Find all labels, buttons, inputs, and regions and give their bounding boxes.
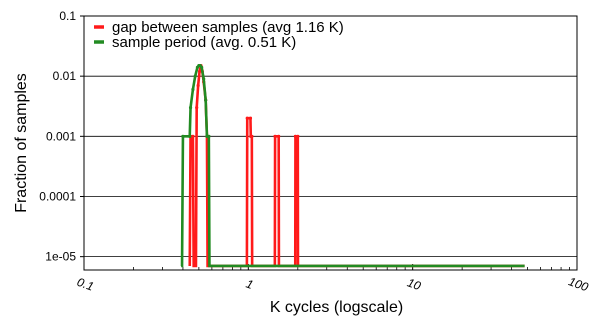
data-point	[293, 134, 298, 138]
data-point	[181, 134, 185, 138]
x-tick-label: 100	[567, 274, 591, 294]
data-point	[196, 83, 200, 88]
x-axis-label: K cycles (logscale)	[270, 299, 403, 316]
y-tick-label: 1e-05	[45, 250, 76, 264]
legend-label-0: gap between samples (avg 1.16 K)	[112, 19, 344, 36]
data-point	[273, 134, 277, 138]
series-line-1	[180, 64, 525, 268]
data-point	[188, 134, 192, 138]
y-tick-label: 0.1	[59, 9, 76, 23]
data-point	[191, 87, 195, 92]
data-point	[250, 134, 254, 138]
data-point	[245, 116, 249, 120]
data-point	[204, 98, 208, 102]
data-point	[200, 65, 204, 69]
data-point	[195, 106, 199, 110]
y-tick-label: 0.01	[53, 69, 77, 83]
data-point	[188, 106, 193, 110]
data-point	[207, 134, 211, 138]
legend-label-1: sample period (avg. 0.51 K)	[112, 34, 296, 51]
series-line-0	[188, 65, 525, 268]
data-point	[277, 134, 281, 138]
data-point	[248, 116, 253, 120]
y-axis-label: Fraction of samples	[13, 73, 30, 213]
y-tick-label: 0.001	[46, 129, 76, 143]
data-point	[197, 69, 202, 73]
x-tick-label: 1	[244, 277, 255, 292]
data-point	[202, 77, 206, 81]
data-point	[296, 134, 300, 138]
data-point	[193, 74, 197, 78]
x-tick-label: 0.1	[75, 275, 95, 294]
x-tick-label: 10	[405, 275, 423, 293]
y-tick-label: 0.0001	[39, 189, 76, 203]
plot-frame	[83, 15, 578, 271]
data-point	[191, 134, 195, 138]
plot-area: 0.1 0.01 0.001 0.0001 1e-05 0.1 1 10 100 K cycles…	[13, 9, 590, 316]
legend: gap between samples (avg 1.16 K)sample p…	[94, 19, 344, 51]
